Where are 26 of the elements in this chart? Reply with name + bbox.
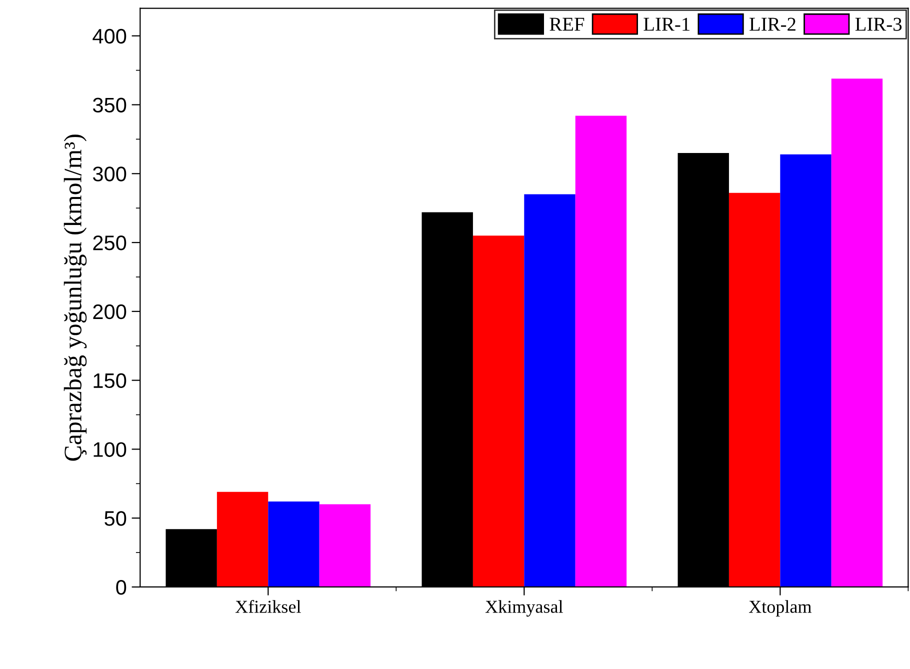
legend-label: LIR-1: [644, 18, 690, 31]
bar: [472, 236, 524, 587]
y-tick-label: 50: [104, 511, 126, 526]
y-tick-label: 100: [94, 442, 126, 457]
y-axis-title: Çaprazbağ yoğunluğu (kmol/m³): [64, 134, 87, 461]
y-tick-label: 300: [92, 166, 126, 182]
x-tick-label: Xtoplam: [748, 600, 812, 617]
y-tick-label: 400: [92, 28, 126, 44]
bar: [831, 78, 883, 587]
bar: [216, 492, 268, 587]
bar: [524, 194, 576, 587]
y-tick-label: 250: [93, 236, 126, 250]
bar: [319, 504, 371, 587]
legend-label: LIR-2: [750, 18, 796, 31]
bar: [268, 502, 320, 587]
y-tick-label: 200: [93, 304, 126, 320]
bar: [728, 192, 780, 587]
y-tick-label: 0: [116, 580, 126, 595]
x-tick-label: Xkimyasal: [485, 600, 563, 617]
x-tick-label: Xfiziksel: [235, 600, 301, 613]
bar: [575, 116, 627, 587]
legend-label: LIR-3: [855, 18, 902, 31]
legend-label: REF: [550, 18, 584, 31]
bar: [780, 154, 832, 587]
y-tick-label: 350: [92, 98, 126, 112]
y-tick-label: 150: [94, 373, 126, 388]
